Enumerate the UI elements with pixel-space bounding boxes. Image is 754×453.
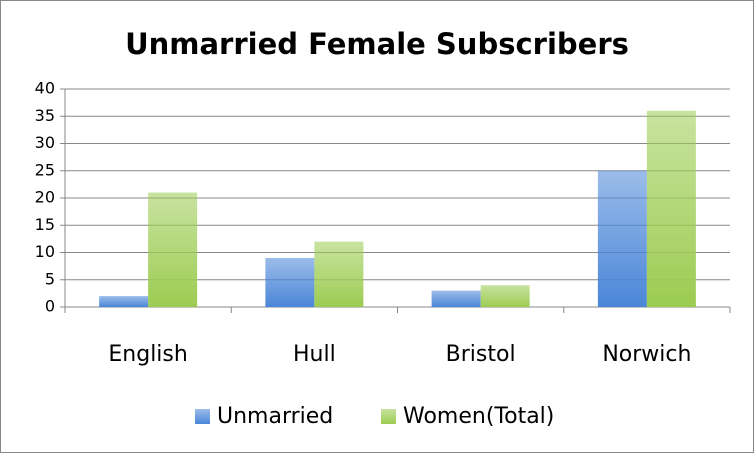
- y-tick-label: 30: [35, 133, 55, 152]
- y-tick-label: 5: [45, 269, 55, 288]
- x-tick-label: English: [108, 342, 187, 367]
- x-tick-label: Norwich: [602, 342, 691, 367]
- y-tick-label: 25: [35, 160, 55, 179]
- y-tick-label: 40: [35, 79, 55, 98]
- chart-title: Unmarried Female Subscribers: [125, 27, 629, 61]
- bar: [646, 110, 696, 307]
- legend-swatch: [195, 409, 210, 424]
- y-tick-label: 0: [45, 297, 55, 316]
- legend-swatch: [381, 409, 396, 424]
- bar: [148, 192, 198, 307]
- legend-label: Women(Total): [403, 404, 554, 429]
- y-tick-label: 15: [35, 215, 55, 234]
- y-tick-label: 10: [35, 242, 55, 261]
- y-tick-label: 20: [35, 188, 55, 207]
- bar: [431, 290, 481, 307]
- bar: [597, 170, 647, 307]
- bar: [480, 285, 530, 307]
- legend-label: Unmarried: [217, 404, 333, 429]
- bar: [265, 257, 315, 307]
- y-tick-label: 35: [35, 106, 55, 125]
- x-tick-label: Bristol: [446, 342, 516, 367]
- bar: [99, 296, 149, 307]
- x-tick-label: Hull: [293, 342, 336, 367]
- bar: [314, 241, 364, 307]
